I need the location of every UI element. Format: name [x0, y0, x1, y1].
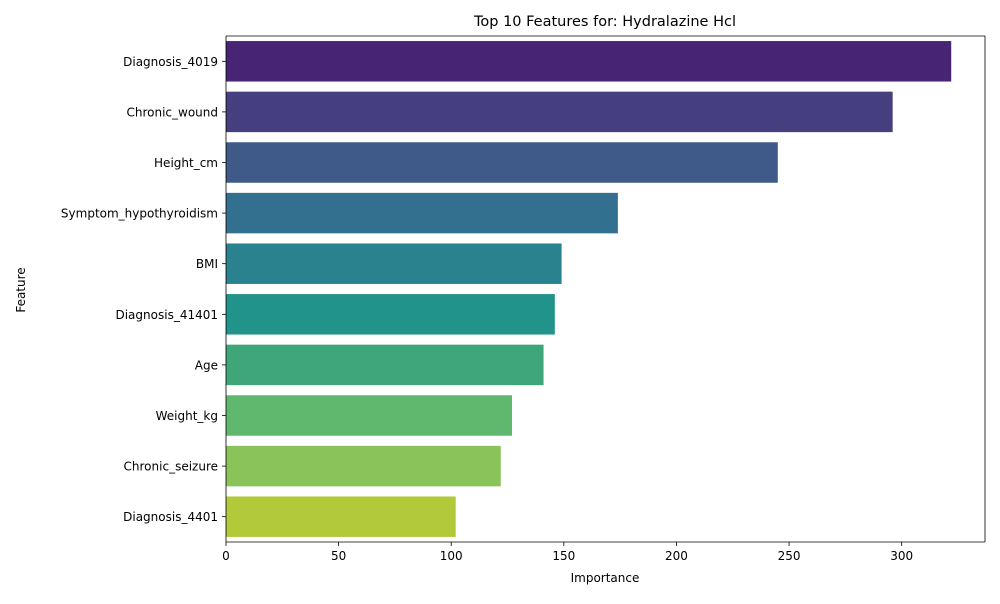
y-tick-label: Height_cm — [154, 156, 218, 170]
bar-bmi — [226, 243, 562, 284]
x-tick-label: 100 — [440, 549, 463, 563]
x-axis-label: Importance — [571, 571, 640, 585]
bar-weight-kg — [226, 395, 513, 436]
chart-title: Top 10 Features for: Hydralazine Hcl — [473, 14, 736, 30]
x-tick-label: 250 — [778, 549, 801, 563]
bar-diagnosis-4019 — [226, 41, 952, 82]
y-tick-label: Diagnosis_4401 — [123, 510, 218, 524]
y-tick-label: Symptom_hypothyroidism — [61, 207, 218, 221]
bar-chronic-wound — [226, 91, 893, 133]
bar-height-cm — [226, 142, 778, 183]
bar-chronic-seizure — [226, 445, 501, 487]
x-tick-label: 50 — [331, 549, 346, 563]
bar-diagnosis-41401 — [226, 294, 555, 335]
bar-diagnosis-4401 — [226, 496, 456, 537]
x-tick-label: 200 — [665, 549, 688, 563]
y-tick-label: Diagnosis_4019 — [123, 55, 218, 69]
y-axis: Diagnosis_4019 Chronic_wound Height_cm Symp… — [61, 36, 227, 542]
y-tick-label: Diagnosis_41401 — [115, 308, 218, 322]
y-axis-label: Feature — [14, 267, 28, 312]
bar-age — [226, 344, 544, 386]
x-tick-label: 150 — [552, 549, 575, 563]
bars-group — [226, 41, 952, 537]
x-tick-label: 0 — [222, 549, 230, 563]
y-tick-label: Chronic_wound — [126, 105, 218, 119]
x-tick-label: 300 — [890, 549, 913, 563]
x-axis: 0 50 100 150 200 250 300 — [222, 35, 986, 563]
y-tick-label: Weight_kg — [156, 409, 218, 423]
y-tick-label: BMI — [196, 257, 218, 271]
y-tick-label: Chronic_seizure — [124, 460, 218, 474]
y-tick-label: Age — [195, 358, 218, 372]
bar-symptom-hypothyroidism — [226, 192, 618, 234]
